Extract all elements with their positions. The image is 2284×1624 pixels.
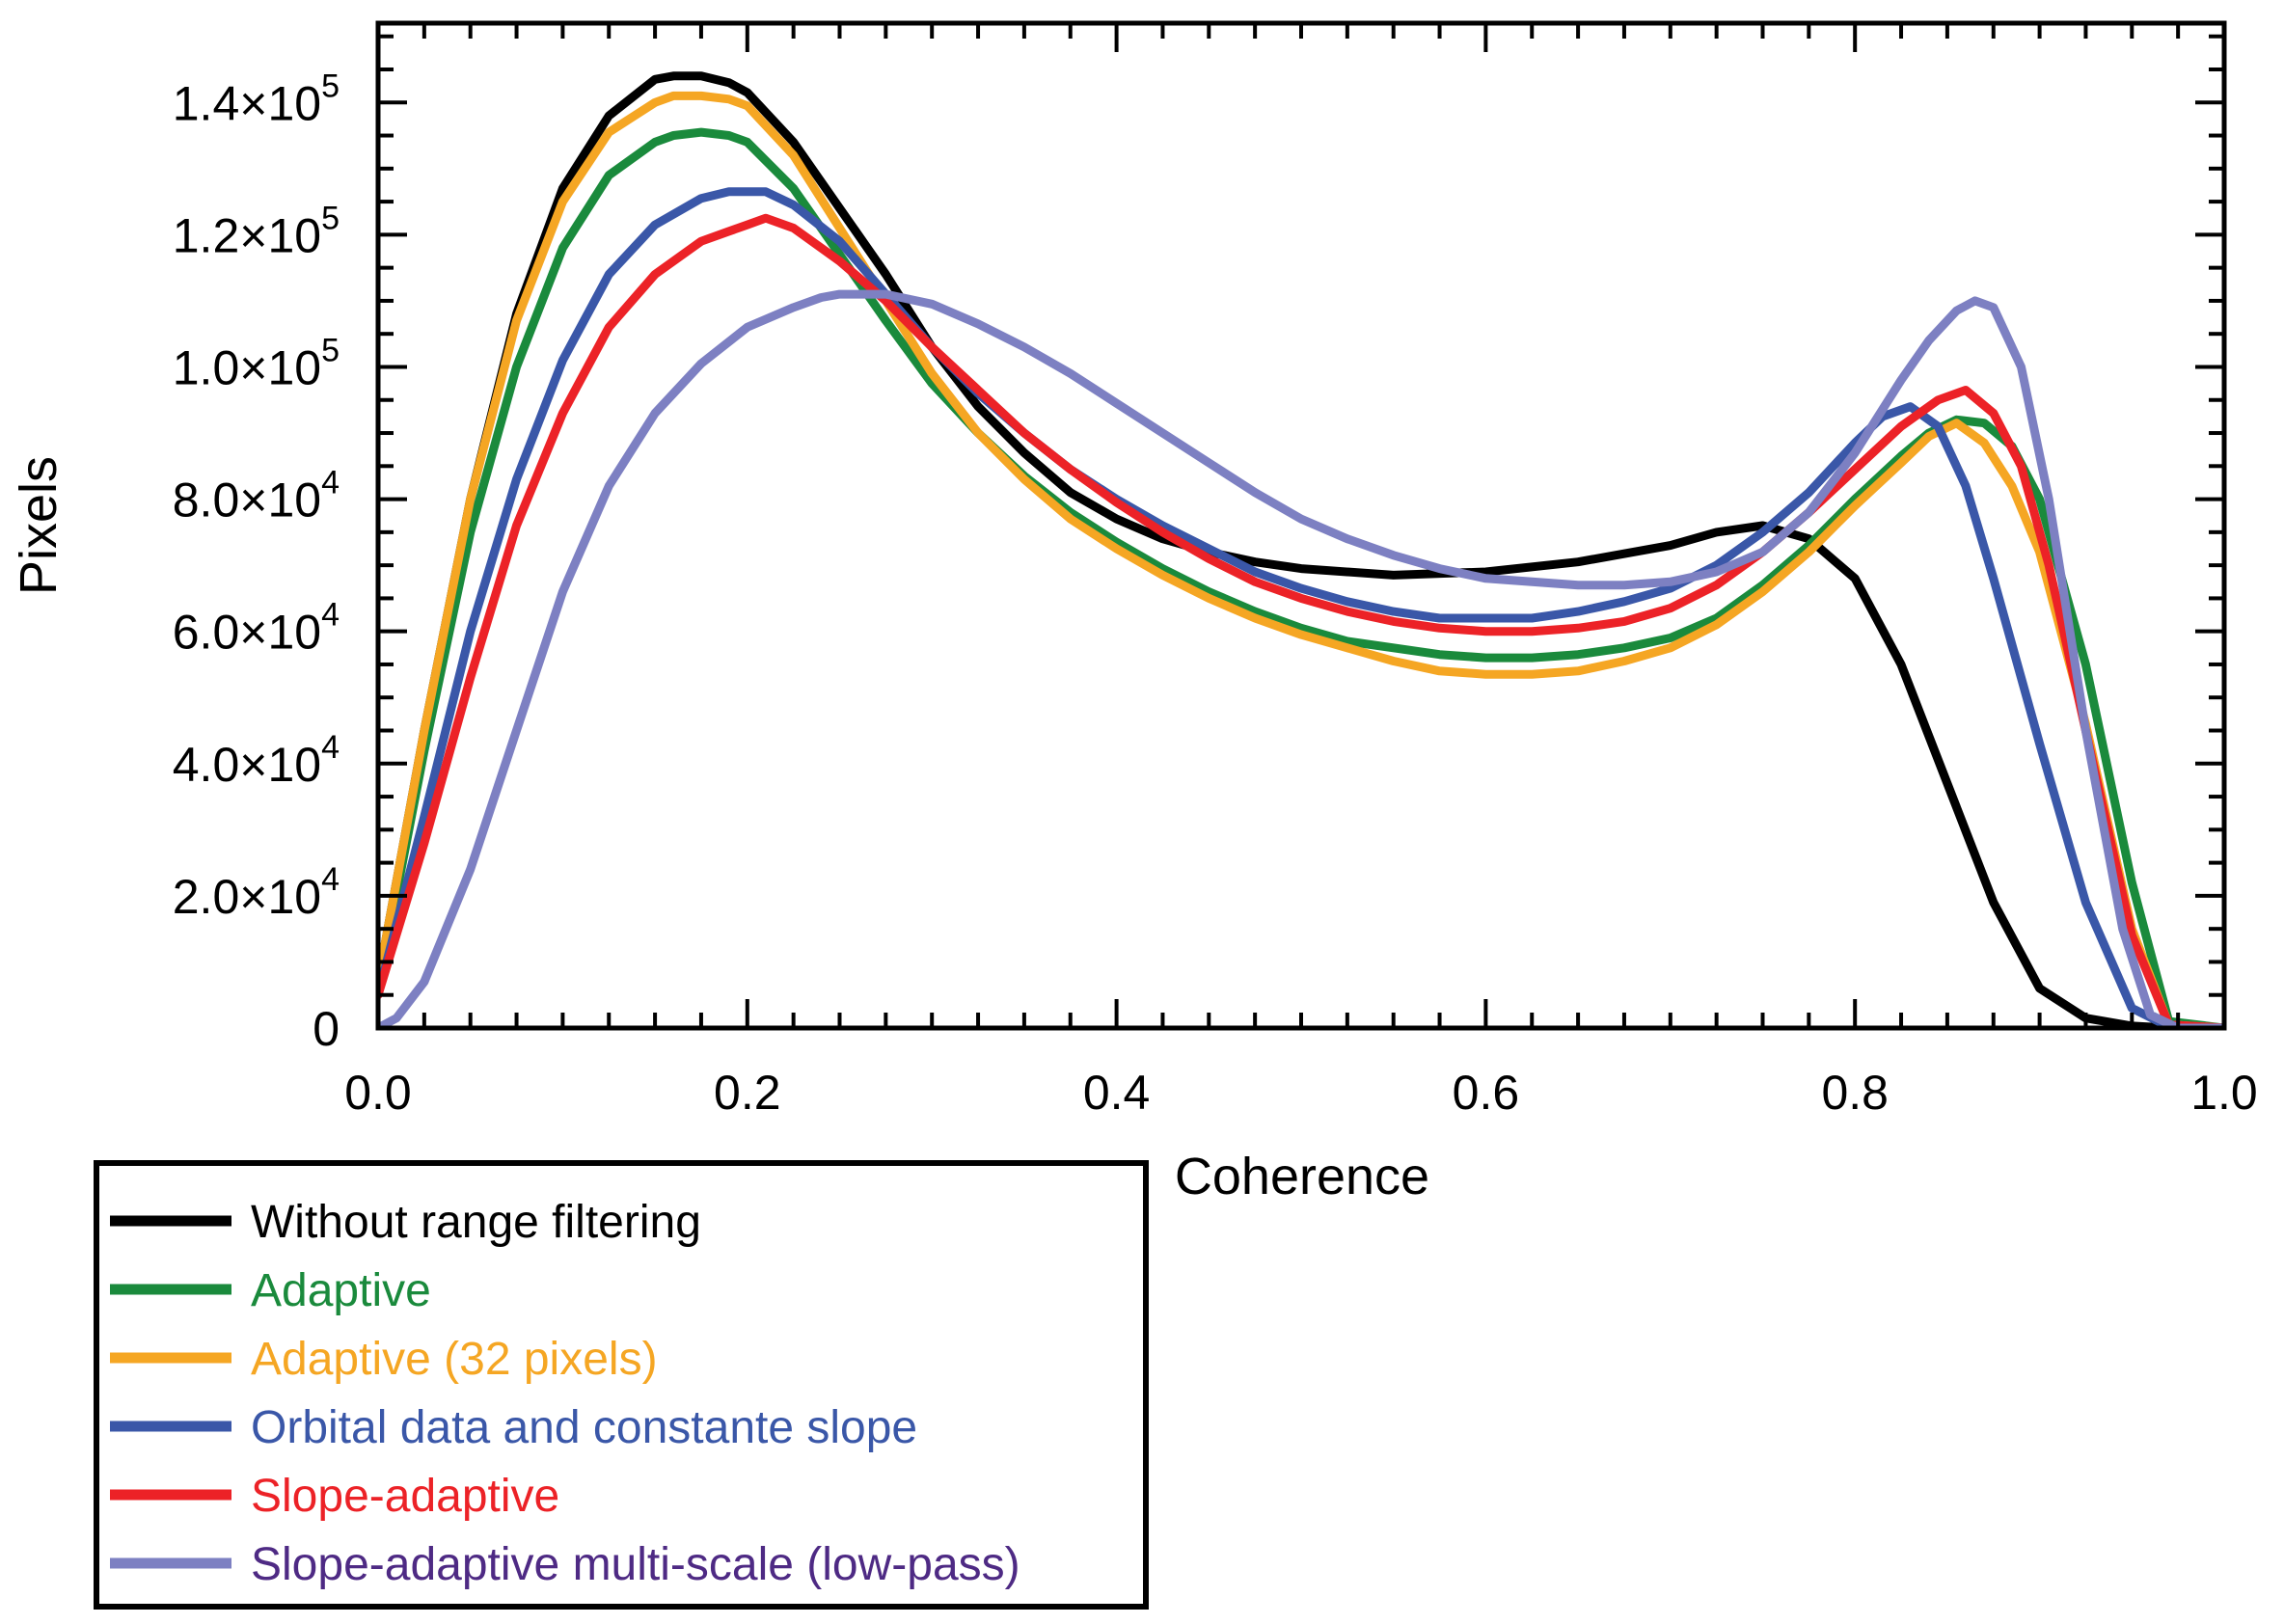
legend: Without range filtering Adaptive Adaptive … bbox=[94, 1160, 1149, 1610]
axis-ticks bbox=[376, 23, 2226, 1030]
y-tick-mantissa: 1.0×10 bbox=[173, 340, 321, 394]
x-tick-labels: 0.0 0.2 0.4 0.6 0.8 1.0 bbox=[344, 1066, 2258, 1120]
series-line-3 bbox=[378, 91, 2224, 1028]
y-tick-mantissa: 2.0×10 bbox=[173, 870, 321, 924]
y-tick-exponent: 4 bbox=[321, 729, 340, 766]
y-tick-label: 1.2×105 bbox=[173, 200, 340, 262]
series-line-5 bbox=[378, 213, 2224, 1028]
y-tick-exponent: 5 bbox=[321, 68, 340, 104]
legend-label: Slope-adaptive bbox=[251, 1471, 559, 1522]
y-tick-exponent: 5 bbox=[321, 200, 340, 236]
y-axis-title: Pixels bbox=[10, 456, 68, 595]
legend-label: Slope-adaptive multi-scale (low-pass) bbox=[251, 1539, 1020, 1590]
legend-label: Without range filtering bbox=[251, 1197, 701, 1248]
y-tick-mantissa: 4.0×10 bbox=[173, 738, 321, 792]
y-tick-exponent: 4 bbox=[321, 861, 340, 898]
series-line-2 bbox=[378, 127, 2224, 1028]
y-tick-label: 4.0×104 bbox=[173, 729, 340, 792]
x-axis-title: Coherence bbox=[1175, 1148, 1429, 1205]
y-tick-label: 1.4×105 bbox=[173, 68, 340, 130]
x-tick-label: 0.8 bbox=[1821, 1066, 1889, 1120]
x-tick-label: 0.2 bbox=[714, 1066, 781, 1120]
y-tick-label: 2.0×104 bbox=[173, 861, 340, 924]
x-tick-label: 0.0 bbox=[344, 1066, 412, 1120]
y-tick-mantissa: 6.0×10 bbox=[173, 606, 321, 660]
y-tick-mantissa: 1.2×10 bbox=[173, 208, 321, 262]
series-line-4 bbox=[378, 187, 2224, 1028]
y-tick-labels: 02.0×1044.0×1046.0×1048.0×1041.0×1051.2×… bbox=[173, 68, 340, 1056]
y-tick-mantissa: 0 bbox=[313, 1002, 340, 1056]
x-tick-label: 0.4 bbox=[1083, 1066, 1151, 1120]
legend-box bbox=[94, 1160, 1149, 1610]
y-tick-label: 0 bbox=[313, 1002, 340, 1056]
series-line-6 bbox=[378, 289, 2224, 1028]
y-tick-mantissa: 8.0×10 bbox=[173, 474, 321, 528]
legend-label: Adaptive (32 pixels) bbox=[251, 1334, 658, 1385]
y-tick-exponent: 4 bbox=[321, 597, 340, 634]
y-tick-mantissa: 1.4×10 bbox=[173, 76, 321, 130]
x-tick-label: 1.0 bbox=[2190, 1066, 2258, 1120]
plot-frame bbox=[375, 20, 2227, 1031]
y-tick-exponent: 4 bbox=[321, 465, 340, 501]
legend-label: Orbital data and constante slope bbox=[251, 1402, 917, 1453]
x-tick-label: 0.6 bbox=[1453, 1066, 1520, 1120]
series-line-1 bbox=[378, 71, 2224, 1028]
series-lines bbox=[378, 71, 2224, 1028]
y-tick-label: 1.0×105 bbox=[173, 332, 340, 394]
y-tick-exponent: 5 bbox=[321, 332, 340, 368]
y-tick-label: 6.0×104 bbox=[173, 597, 340, 660]
legend-label: Adaptive bbox=[251, 1265, 431, 1316]
y-tick-label: 8.0×104 bbox=[173, 465, 340, 528]
